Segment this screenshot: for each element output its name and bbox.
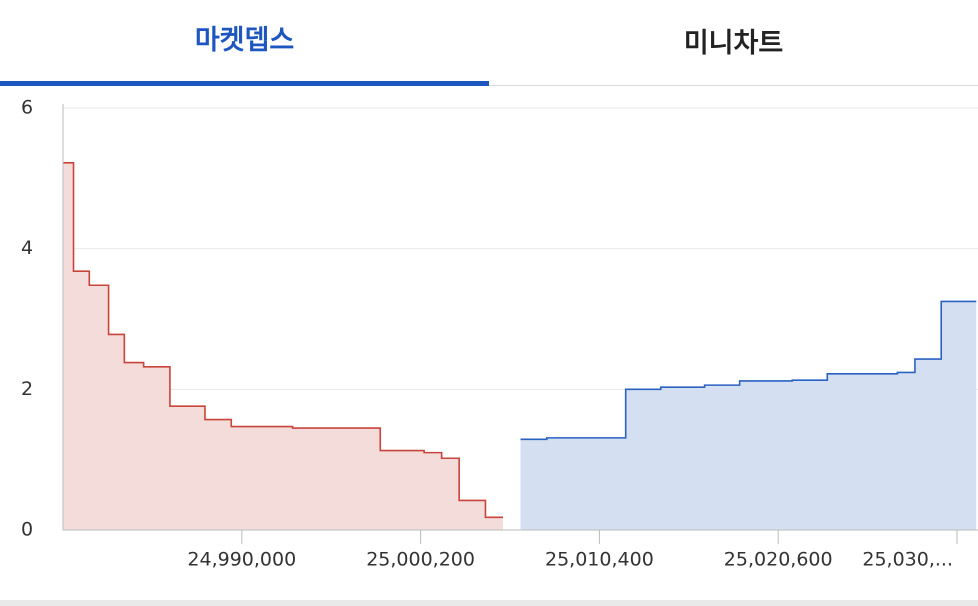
depth-area	[63, 162, 503, 531]
tab-bar: 마켓뎁스 미니차트	[0, 0, 978, 86]
x-tick-label: 25,030,...	[862, 549, 953, 571]
depth-area	[520, 301, 977, 530]
depth-line	[63, 162, 503, 519]
tab[interactable]: 미니차트	[683, 27, 784, 59]
depth-line	[520, 300, 977, 441]
y-tick-label: 2	[21, 378, 33, 400]
y-tick-label: 4	[21, 237, 33, 259]
y-tick-label: 6	[21, 97, 33, 119]
y-tick-label: 0	[21, 519, 33, 541]
footer-bar	[0, 600, 978, 606]
x-tick-label: 25,000,200	[366, 549, 475, 571]
x-tick-label: 25,020,600	[724, 549, 833, 571]
tab[interactable]: 마켓뎁스	[0, 0, 489, 86]
x-tick-label: 25,010,400	[545, 549, 654, 571]
x-tick-label: 24,990,000	[187, 549, 296, 571]
